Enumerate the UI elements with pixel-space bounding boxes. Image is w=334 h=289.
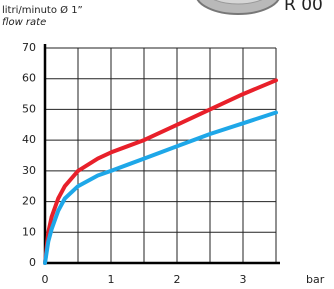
y-tick-label: 10 — [22, 225, 36, 238]
x-tick-label: 1 — [108, 273, 115, 286]
y-tick-label: 30 — [22, 164, 36, 177]
x-tick-label: 2 — [174, 273, 181, 286]
y-tick-label: 40 — [22, 133, 36, 146]
product-code: R 00 — [284, 0, 323, 15]
y-tick-label: 70 — [22, 41, 36, 54]
y-tick-label: 0 — [29, 256, 36, 269]
y-axis-sublabel: flow rate — [2, 17, 46, 28]
x-axis-label: bar — [306, 273, 325, 286]
flow-curve — [45, 113, 276, 264]
flow-curve — [45, 80, 276, 263]
y-tick-label: 20 — [22, 195, 36, 208]
page: {"chart_data": {"type": "line", "annotat… — [0, 0, 334, 289]
y-tick-label: 50 — [22, 102, 36, 115]
x-tick-label: 3 — [240, 273, 247, 286]
y-tick-label: 60 — [22, 72, 36, 85]
x-tick-label: 0 — [42, 273, 49, 286]
y-axis-label: litri/minuto Ø 1” — [2, 4, 83, 16]
chart: R 00 litri/minuto Ø 1” flow rate bar 010… — [0, 0, 334, 289]
